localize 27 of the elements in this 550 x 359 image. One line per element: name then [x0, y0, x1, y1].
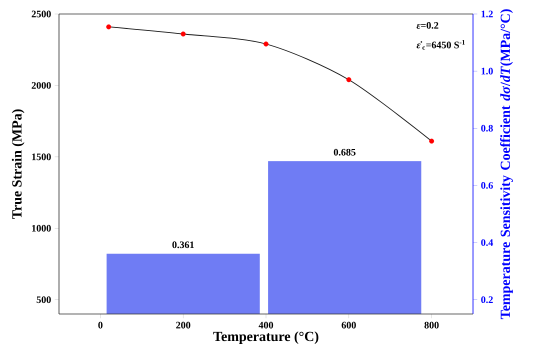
point [429, 138, 434, 144]
y-tick-label: 500 [36, 296, 51, 304]
point [346, 77, 352, 82]
y2-tick-label: 0.2 [481, 296, 493, 304]
x-tick-label: 400 [258, 322, 274, 328]
x-tick-label: 600 [342, 322, 356, 328]
x-axis-title: Temperature (°C) [213, 331, 318, 344]
data-label: 0.361 [172, 241, 194, 248]
y-tick-label: 2000 [32, 82, 51, 89]
y-axis-title: True Strain (MPa) [12, 109, 24, 220]
y-tick-label: 2500 [32, 10, 51, 18]
y2-tick-label: 0.4 [481, 239, 494, 246]
y-tick-label: 1000 [32, 224, 51, 232]
annotation: ε̇$_{c}$=6450 S$^{-1}$ [416, 40, 465, 50]
y2-tick-label: 1.2 [482, 10, 493, 18]
x-tick-label: 200 [176, 322, 190, 328]
annotation: ε=0.2 [416, 22, 438, 29]
point [264, 42, 268, 46]
point [180, 32, 186, 36]
y2-tick-label: 0.8 [481, 124, 493, 132]
point [106, 24, 112, 30]
data-label: 0.685 [334, 148, 356, 156]
y-tick-label: 1500 [32, 153, 51, 160]
y2-tick-label: 1.0 [482, 68, 493, 75]
x-tick-label: 0 [98, 322, 103, 328]
y2-tick-label: 0.6 [481, 182, 493, 189]
x-tick-label: 800 [424, 322, 439, 328]
